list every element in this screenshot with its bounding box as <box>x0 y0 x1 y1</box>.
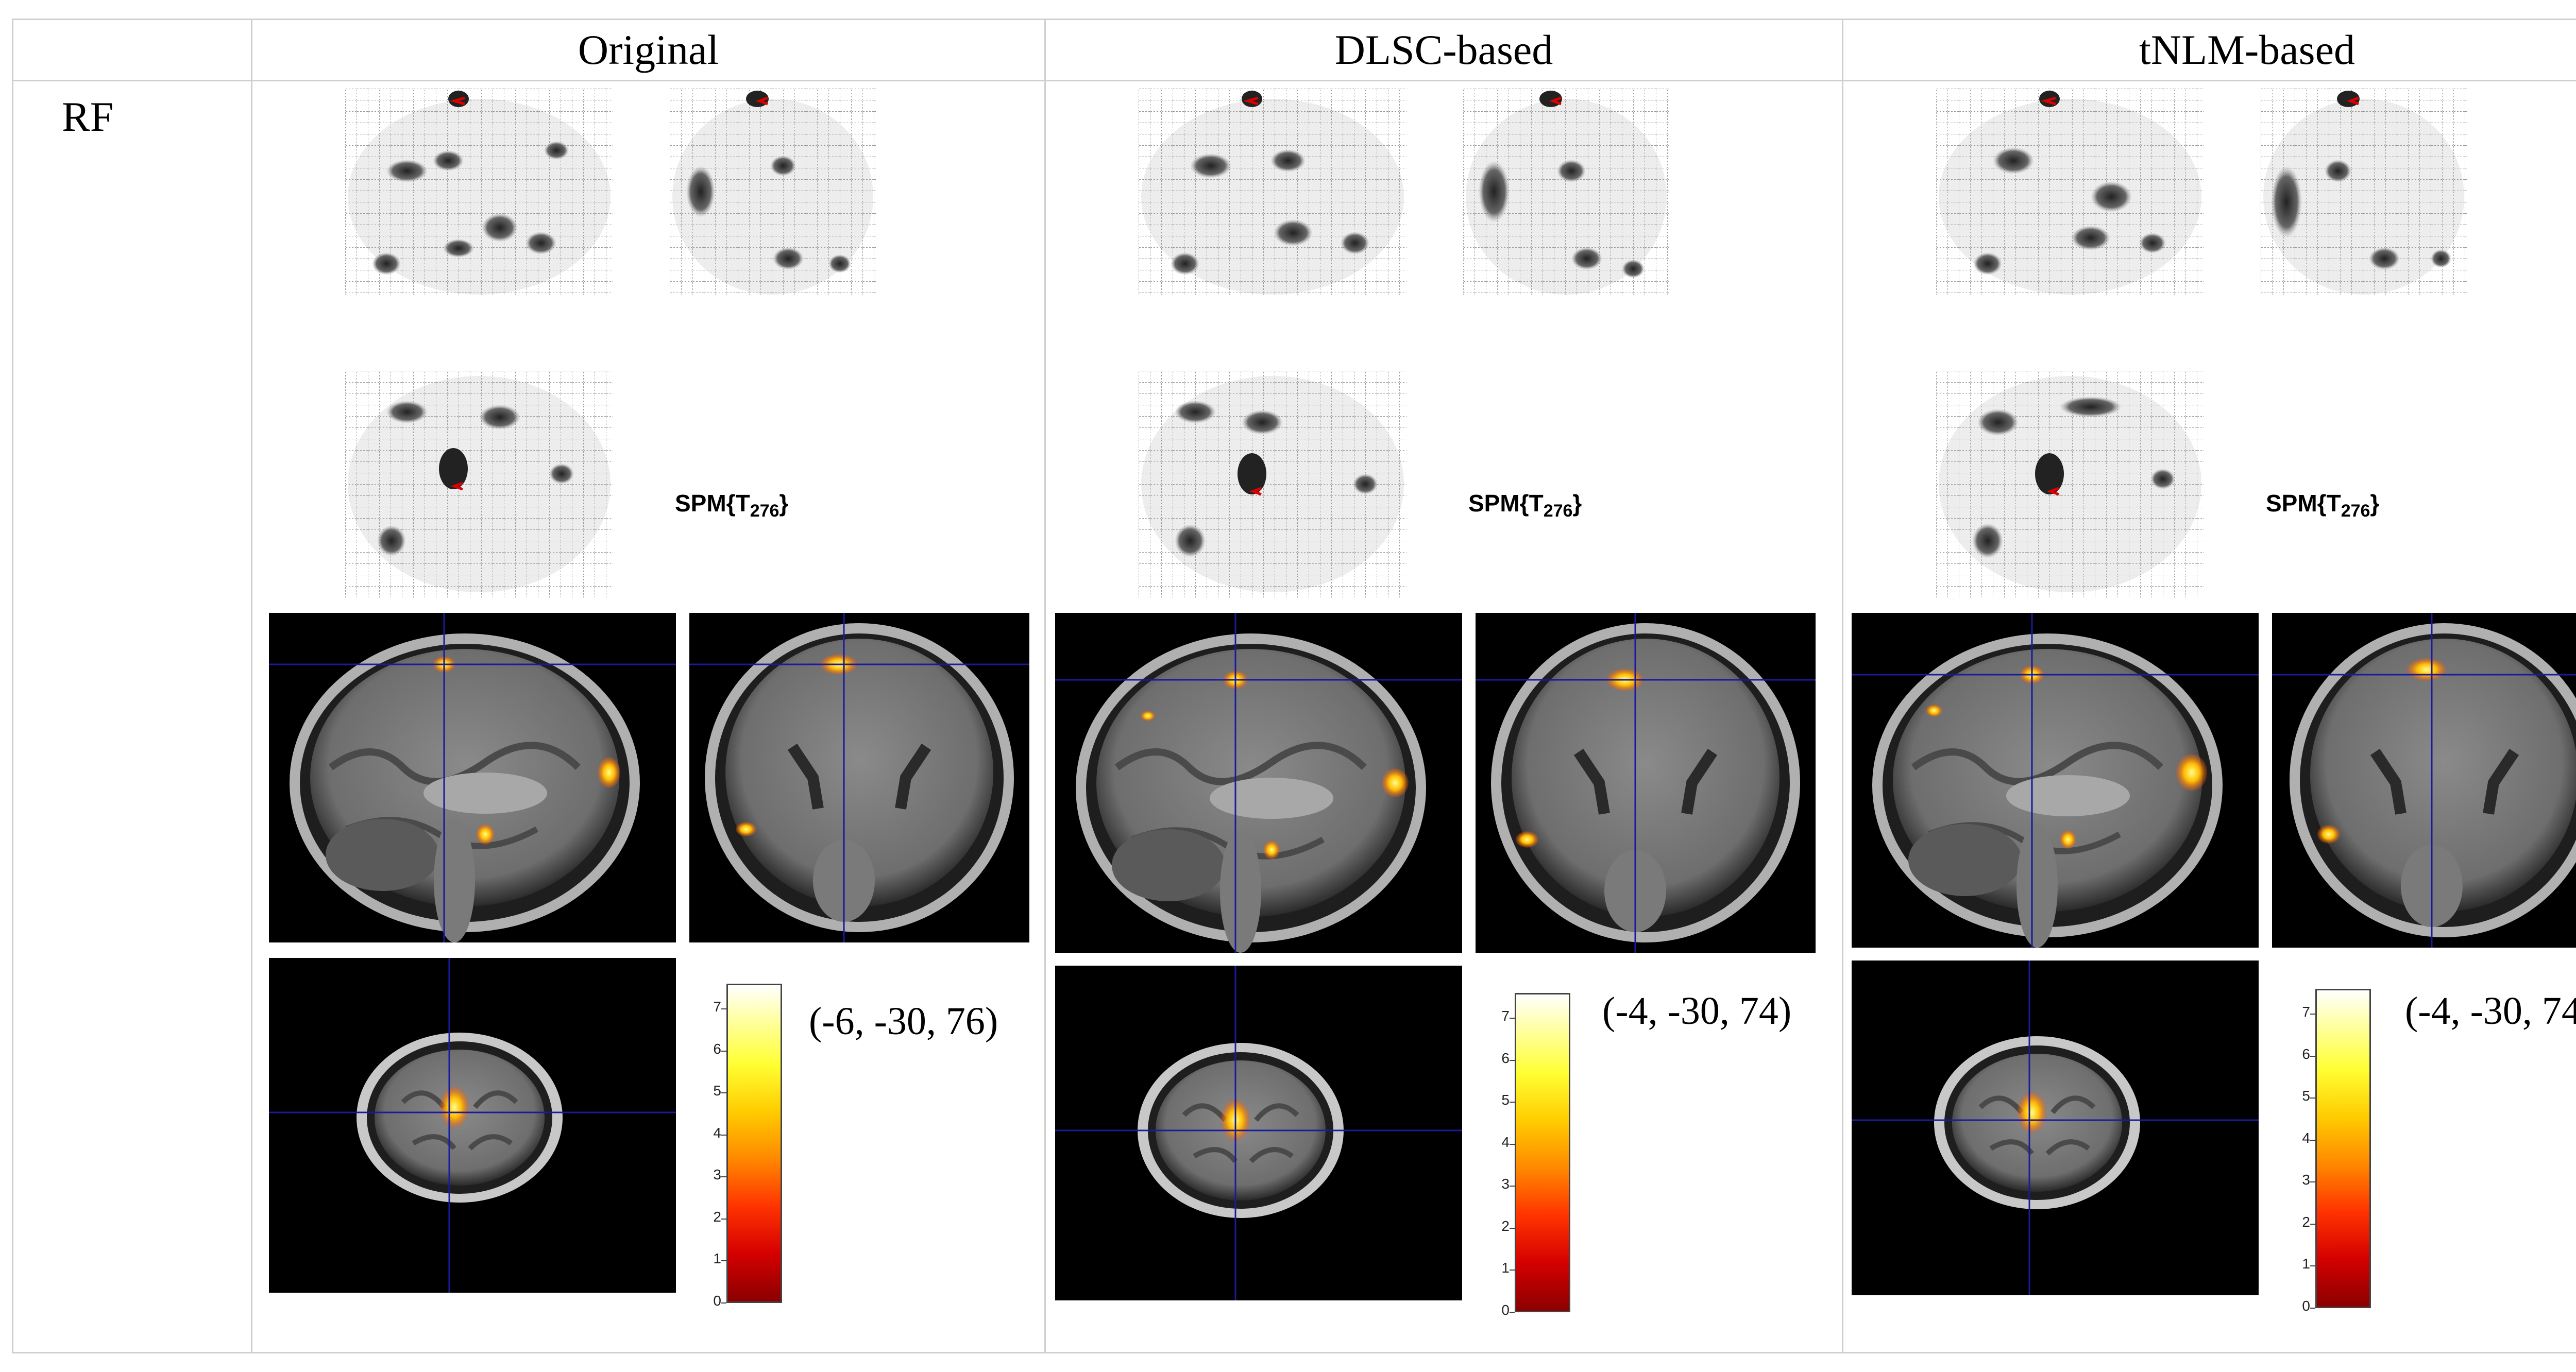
column-divider-1 <box>251 19 252 1353</box>
glass-brain-coronal <box>670 89 876 295</box>
glass-brain-coronal <box>2261 89 2467 295</box>
colorbar-tick: 7 <box>713 999 721 1015</box>
colorbar-tick: 0 <box>1501 1302 1510 1318</box>
colorbar-tick: 2 <box>1501 1218 1510 1234</box>
glass-brain-axial <box>1139 371 1406 597</box>
colorbar-tick: 0 <box>713 1293 721 1309</box>
spm-label: SPM{T276} <box>675 490 789 521</box>
spm-label: SPM{T276} <box>1468 490 1582 521</box>
colorbar-tick: 1 <box>1501 1260 1510 1276</box>
peak-coordinate: (-4, -30, 74) <box>1602 989 1792 1033</box>
colorbar-gradient <box>726 984 782 1303</box>
colorbar-tick: 2 <box>713 1209 721 1225</box>
header-divider <box>12 80 2576 81</box>
colorbar-tick: 6 <box>1501 1050 1510 1066</box>
glass-brain-coronal <box>1463 89 1669 295</box>
colorbar-tick: 6 <box>713 1041 721 1057</box>
glass-brain-sagittal <box>1936 89 2204 295</box>
colorbar-tick: 4 <box>713 1125 721 1141</box>
colorbar-tick: 6 <box>2302 1046 2310 1062</box>
colorbar-tick: 4 <box>1501 1134 1510 1150</box>
peak-coordinate: (-6, -30, 76) <box>809 1000 998 1043</box>
glass-brain-axial <box>1936 371 2204 597</box>
panel-dlsc: SPM{T276} <box>1051 82 1839 1354</box>
spm-label: SPM{T276} <box>2266 490 2380 521</box>
colorbar-tick: 2 <box>2302 1214 2310 1230</box>
colorbar-tick: 3 <box>2302 1172 2310 1188</box>
peak-coordinate: (-4, -30, 74) <box>2405 989 2576 1033</box>
row-label: RF <box>62 93 114 140</box>
colorbar-tick: 7 <box>1501 1008 1510 1024</box>
panel-tnlm: SPM{T276} <box>1849 82 2576 1354</box>
colorbar-tick: 5 <box>2302 1088 2310 1104</box>
figure-table <box>12 19 2576 1353</box>
colorbar-tick: 5 <box>713 1083 721 1099</box>
coronal-slice <box>1476 613 1816 953</box>
colorbar-tick: 3 <box>713 1167 721 1182</box>
glass-brain-sagittal <box>1139 89 1406 295</box>
glass-brain-axial <box>345 371 613 597</box>
column-divider-2 <box>1044 19 1046 1353</box>
axial-slice <box>269 958 676 1293</box>
colorbar-tick: 7 <box>2302 1004 2310 1020</box>
glass-brain-sagittal <box>345 89 613 295</box>
colorbar-tick: 1 <box>2302 1256 2310 1272</box>
sagittal-slice <box>1055 613 1462 953</box>
colorbar-tick: 4 <box>2302 1130 2310 1146</box>
coronal-slice <box>689 613 1029 942</box>
panel-original: SPM{T276} <box>258 82 1046 1354</box>
axial-slice <box>1055 966 1462 1300</box>
sagittal-slice <box>269 613 676 942</box>
colorbar-tick: 3 <box>1501 1176 1510 1192</box>
colorbar-gradient <box>1515 993 1570 1312</box>
column-header-dlsc: DLSC-based <box>1334 26 1553 73</box>
colorbar-gradient <box>2315 989 2371 1308</box>
column-divider-3 <box>1842 19 1843 1353</box>
colorbar-tick: 1 <box>713 1250 721 1266</box>
coronal-slice <box>2272 613 2576 948</box>
column-header-original: Original <box>578 26 719 73</box>
colorbar-tick: 5 <box>1501 1092 1510 1108</box>
axial-slice <box>1852 961 2259 1295</box>
colorbar-tick: 0 <box>2302 1298 2310 1314</box>
sagittal-slice <box>1852 613 2259 948</box>
column-header-tnlm: tNLM-based <box>2139 26 2355 73</box>
